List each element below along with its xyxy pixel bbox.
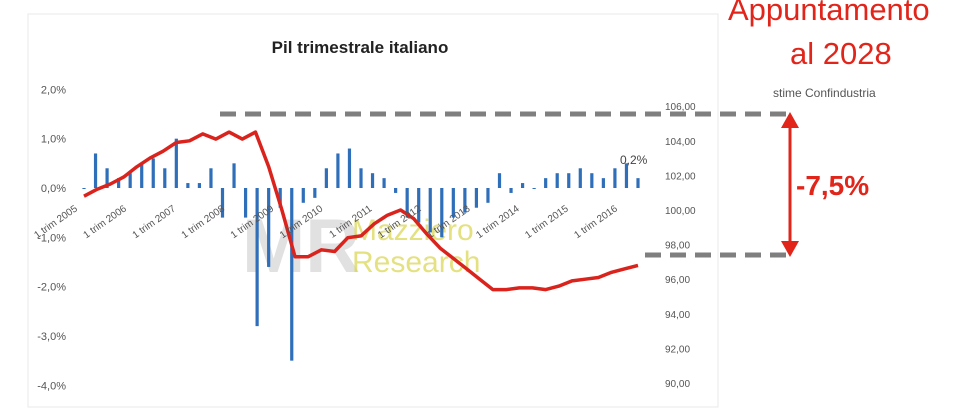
bar (509, 188, 513, 193)
delta-arrow-head-down (781, 241, 799, 257)
bar (151, 158, 155, 188)
bar (336, 153, 340, 188)
bar (382, 178, 386, 188)
line-series (83, 130, 639, 292)
bar (370, 173, 375, 188)
right-tick-label: 104,00 (665, 137, 696, 148)
bar (624, 163, 629, 188)
last-bar-label: 0,2% (620, 153, 648, 167)
right-tick-label: 90,00 (665, 379, 690, 390)
bar (301, 188, 305, 203)
right-tick-label: 96,00 (665, 275, 690, 286)
right-axis: 106,00 104,00 102,00 100,00 98,00 96,00 94,00 9… (665, 102, 696, 390)
bar (405, 188, 409, 218)
bar (359, 168, 363, 188)
bar (440, 188, 444, 238)
bar (590, 173, 594, 188)
annotation-source: stime Confindustria (773, 86, 876, 100)
bar (578, 168, 582, 188)
bar (313, 188, 317, 198)
left-tick-label: -1,0% (37, 232, 66, 244)
bar (347, 148, 352, 188)
right-tick-label: 106,00 (665, 102, 696, 113)
bar (186, 183, 190, 188)
left-tick-label: 2,0% (41, 84, 66, 96)
bar (486, 188, 490, 203)
left-tick-label: -3,0% (37, 331, 66, 343)
bar (117, 178, 121, 188)
chart-title: Pil trimestrale italiano (272, 38, 449, 57)
bar (497, 173, 502, 188)
bar (174, 138, 178, 188)
annotation-title-line1: Appuntamento (728, 0, 930, 27)
bar (555, 173, 559, 188)
bar (451, 188, 455, 218)
right-tick-label: 92,00 (665, 344, 690, 355)
bar (267, 188, 271, 267)
bar (636, 178, 640, 188)
right-tick-label: 94,00 (665, 310, 690, 321)
annotation-delta: -7,5% (796, 170, 870, 201)
left-tick-label: 0,0% (41, 183, 66, 195)
bar (463, 188, 467, 213)
bar (232, 163, 236, 188)
bar (613, 168, 617, 188)
bar (601, 178, 605, 188)
left-tick-label: -2,0% (37, 282, 66, 294)
bar (428, 188, 432, 233)
bar (209, 168, 213, 188)
bar (544, 178, 548, 188)
right-tick-label: 98,00 (665, 241, 690, 252)
bar (474, 188, 479, 208)
bar (417, 188, 421, 223)
bar (290, 188, 294, 361)
bar (520, 183, 525, 188)
left-axis: 2,0% 1,0% 0,0% -1,0% -2,0% -3,0% -4,0% (37, 84, 66, 392)
bar (278, 188, 282, 208)
bar (197, 183, 202, 188)
plot-background (27, 13, 719, 408)
bar (243, 188, 248, 218)
bar (93, 153, 98, 188)
bar (567, 173, 571, 188)
gdp-index-line (83, 130, 639, 292)
bar-series (82, 138, 640, 361)
delta-arrow-head-up (781, 112, 799, 128)
left-tick-label: 1,0% (41, 134, 66, 146)
bar (105, 168, 109, 188)
bar (220, 188, 225, 218)
left-tick-label: -4,0% (37, 380, 66, 392)
bar (163, 168, 167, 188)
right-tick-label: 100,00 (665, 206, 696, 217)
bar (128, 173, 132, 188)
bar (140, 163, 144, 188)
bar (82, 188, 86, 189)
bar (394, 188, 398, 193)
annotation-title-line2: al 2028 (790, 36, 892, 71)
right-tick-label: 102,00 (665, 171, 696, 182)
bar (255, 188, 259, 327)
bar (532, 188, 536, 189)
bar (324, 168, 328, 188)
